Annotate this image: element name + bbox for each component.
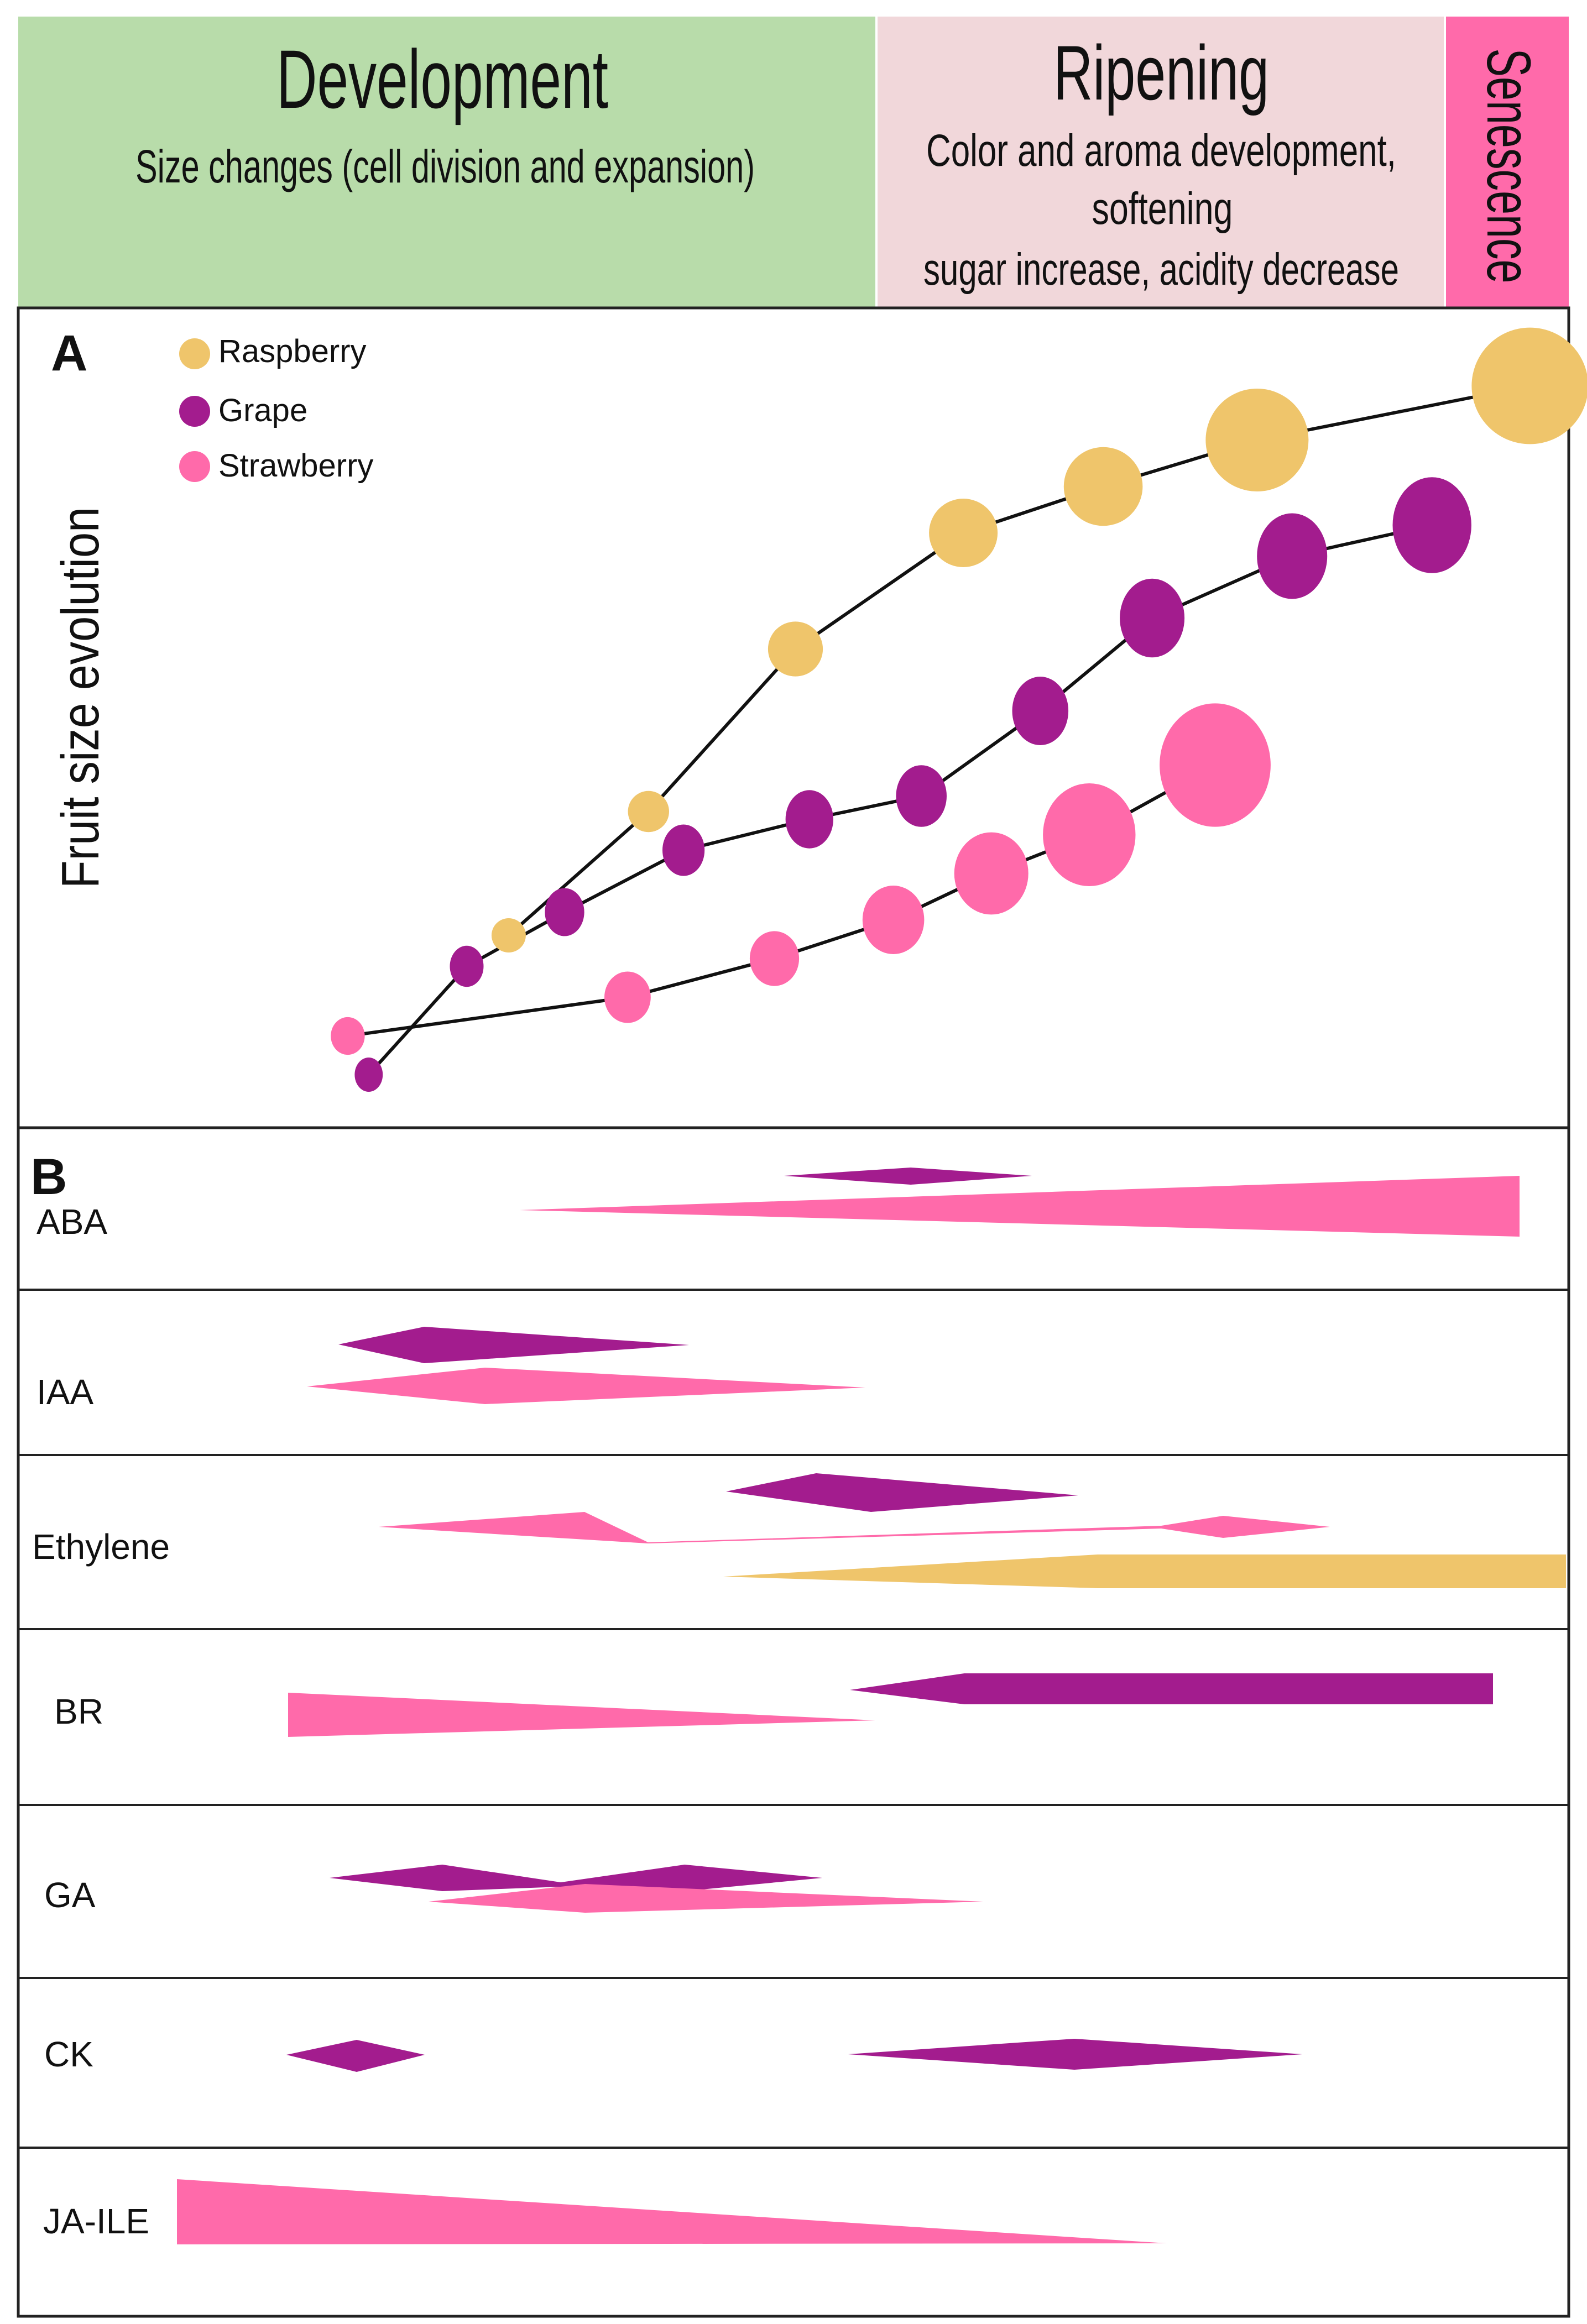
grape-point <box>896 765 947 827</box>
strawberry-point <box>604 971 651 1023</box>
ripening-title: Ripening <box>1053 29 1269 116</box>
legend-swatch-strawberry <box>179 451 210 482</box>
strawberry-point <box>862 886 925 954</box>
legend-label-raspberry: Raspberry <box>218 333 367 369</box>
raspberry-point <box>491 918 526 952</box>
legend-label-strawberry: Strawberry <box>218 448 373 484</box>
grape-point <box>785 790 834 849</box>
row-label-ja-ile: JA-ILE <box>43 2201 149 2241</box>
br-strawberry-bar <box>288 1693 875 1737</box>
ripening-band <box>876 17 1445 308</box>
grape-point <box>662 824 705 876</box>
iaa-grape-bar <box>338 1327 689 1363</box>
hormone-row-br: BR <box>54 1673 1493 1737</box>
hormone-row-iaa: IAA <box>36 1327 865 1412</box>
panel-a-frame <box>17 306 1570 1129</box>
raspberry-point <box>628 791 670 833</box>
development-band <box>18 17 876 308</box>
hormone-row-ga: GA <box>44 1865 983 1915</box>
ethylene-raspberry-bar <box>723 1554 1566 1588</box>
ga-strawberry-bar <box>429 1884 983 1913</box>
row-label-ethylene: Ethylene <box>32 1527 170 1567</box>
fruit-size-plot <box>331 327 1587 1092</box>
hormone-row-ethylene: Ethylene <box>32 1473 1566 1588</box>
br-grape-bar <box>850 1673 1493 1704</box>
ripening-subtitle-line-3: sugar increase, acidity decrease <box>923 244 1399 295</box>
strawberry-point <box>954 832 1029 915</box>
raspberry-point <box>1205 389 1309 491</box>
ripening-subtitle-line-1: Color and aroma development, <box>926 125 1396 176</box>
panel-b-letter: B <box>30 1149 67 1205</box>
ja-ile-strawberry-bar <box>177 2179 1167 2244</box>
panel-b: B ABA IAA Ethylene BR GA <box>17 1126 1570 2318</box>
raspberry-point <box>768 621 823 677</box>
aba-strawberry-bar <box>520 1176 1520 1237</box>
senescence-title: Senescence <box>1474 49 1543 284</box>
row-label-br: BR <box>54 1692 103 1731</box>
raspberry-point <box>929 499 998 567</box>
raspberry-point <box>1471 327 1587 444</box>
strawberry-point <box>749 931 800 986</box>
hormone-row-ja-ile: JA-ILE <box>43 2179 1167 2244</box>
grape-point <box>1392 477 1471 573</box>
grape-point <box>1120 578 1185 658</box>
ethylene-grape-bar <box>726 1473 1078 1512</box>
strawberry-point <box>1043 783 1136 886</box>
legend: Raspberry Grape Strawberry <box>179 333 373 484</box>
grape-point <box>354 1058 383 1092</box>
ethylene-strawberry-bar <box>379 1512 1330 1543</box>
raspberry-point <box>1063 447 1143 526</box>
ck-grape-bar-late <box>848 2039 1302 2070</box>
aba-grape-bar <box>784 1168 1032 1185</box>
row-label-iaa: IAA <box>36 1372 93 1412</box>
strawberry-point <box>1160 703 1271 827</box>
hormone-row-ck: CK <box>44 2034 1302 2074</box>
grape-point <box>1257 513 1328 599</box>
y-axis-label: Fruit size evolution <box>51 507 110 888</box>
panel-a: A Raspberry Grape Strawberry Fruit size … <box>17 306 1587 1129</box>
hormone-row-aba: ABA <box>36 1168 1520 1242</box>
row-label-ck: CK <box>44 2034 93 2074</box>
row-label-aba: ABA <box>36 1202 107 1242</box>
grape-point <box>450 945 484 987</box>
legend-swatch-raspberry <box>179 338 210 369</box>
strawberry-point <box>331 1017 365 1055</box>
iaa-strawberry-bar <box>307 1368 865 1404</box>
development-title: Development <box>276 33 608 125</box>
legend-label-grape: Grape <box>218 392 307 428</box>
grape-point <box>1012 677 1069 745</box>
legend-swatch-grape <box>179 396 210 427</box>
row-label-ga: GA <box>44 1875 96 1915</box>
grape-point <box>545 888 584 936</box>
senescence-band <box>1445 17 1569 308</box>
ripening-subtitle-line-2: softening <box>1092 184 1233 234</box>
ck-grape-bar-early <box>286 2040 425 2072</box>
ga-grape-bar <box>330 1865 822 1891</box>
stage-header: Development Size changes (cell division … <box>18 17 1569 308</box>
development-subtitle: Size changes (cell division and expansio… <box>135 140 755 192</box>
panel-a-letter: A <box>51 325 87 381</box>
